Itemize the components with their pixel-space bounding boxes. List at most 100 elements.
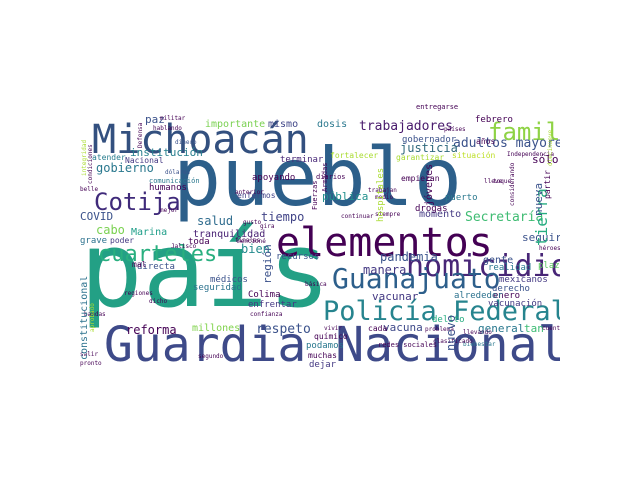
word: Defensa	[137, 122, 144, 148]
word: Armadas	[321, 162, 329, 192]
word: drogas	[415, 204, 448, 214]
word: sólo	[532, 153, 559, 166]
word: plaza	[538, 261, 560, 271]
word: pública	[322, 190, 369, 203]
word: finales	[235, 237, 261, 244]
word: podamos	[306, 341, 344, 351]
word: Marina	[131, 227, 168, 238]
word: momento	[419, 209, 462, 220]
word: tan	[524, 322, 544, 335]
word: pueblo	[173, 131, 462, 224]
word: mexicanos	[499, 275, 548, 285]
word: clasificado	[433, 338, 473, 345]
word: héroes	[539, 245, 560, 252]
word: dejar	[309, 360, 337, 370]
word-cloud: pueblo país Guardia Nacional Michoacán e…	[80, 96, 560, 384]
word: diecinueve	[547, 129, 554, 166]
word: derecho	[492, 284, 530, 294]
word: Nacional	[125, 156, 164, 165]
word: nuevo	[444, 314, 458, 351]
word: toque	[493, 178, 512, 185]
word: país	[80, 209, 331, 331]
word: pandemia	[380, 250, 438, 264]
word: jóvenes	[424, 163, 435, 206]
word: gente	[483, 255, 514, 266]
word: alrededor	[454, 291, 503, 301]
word: toda	[188, 237, 210, 247]
word: trabajadores	[359, 119, 453, 134]
word: región	[261, 244, 274, 284]
word: poder	[110, 236, 135, 245]
word: diarios	[316, 173, 346, 181]
word: aprobado	[89, 303, 96, 332]
word: seguir	[522, 231, 560, 244]
word: febrero	[475, 115, 513, 125]
word: condiciones	[87, 144, 94, 184]
word: médicos	[210, 275, 248, 285]
word: hospitales	[376, 167, 386, 222]
word: medio	[375, 194, 394, 201]
word: dinero	[175, 139, 197, 146]
word: muchas	[308, 351, 337, 360]
word: manera	[363, 263, 407, 277]
word: tranquilidad	[193, 229, 266, 240]
word: dicho	[149, 298, 168, 305]
word: vacunar	[372, 290, 419, 303]
word: bandas	[84, 311, 106, 318]
word: justicia	[400, 141, 458, 155]
word: pronto	[80, 360, 102, 367]
word: enfrentar	[248, 300, 297, 310]
word: belle	[80, 186, 99, 193]
word: entregarse	[416, 103, 459, 111]
word: situación	[452, 151, 496, 160]
word: homicidio	[406, 249, 560, 284]
word: confianza	[250, 311, 283, 318]
word: trabajan	[368, 187, 397, 194]
word: vacuna	[383, 321, 423, 334]
word: paz	[145, 113, 165, 126]
word: puerto	[445, 193, 478, 203]
word: tiempo	[261, 210, 305, 224]
word: gobernador	[402, 135, 457, 145]
word: Jalisco	[171, 243, 197, 250]
word: Secretaría	[465, 210, 544, 225]
word: Policía Federal	[323, 296, 560, 327]
word: gobierno	[96, 161, 154, 175]
word: adultos mayores	[453, 136, 560, 151]
word: millones	[192, 323, 241, 334]
word: cada	[368, 324, 388, 333]
word: Guanajuato	[332, 262, 501, 295]
word: atender	[92, 153, 126, 162]
word: dosis	[317, 119, 348, 130]
word: seguridad	[193, 283, 242, 293]
word: químico	[314, 332, 348, 341]
word: Guardia Nacional	[104, 317, 560, 373]
word: militar	[160, 115, 186, 122]
word: directa	[137, 262, 175, 272]
word: países	[444, 126, 466, 133]
word: redes sociales	[378, 341, 438, 349]
word: cuenta	[542, 325, 560, 332]
word: llevando	[463, 329, 492, 336]
word: mal	[132, 260, 147, 269]
word: bien	[241, 242, 270, 256]
word: segundo	[198, 353, 224, 360]
word: enero	[493, 291, 521, 301]
word: vivir	[324, 325, 343, 332]
word: básica	[305, 281, 327, 288]
word: años	[476, 137, 496, 146]
word: salud	[197, 214, 234, 228]
word: familia	[488, 118, 560, 146]
word: partir	[543, 170, 552, 199]
word: Fuerzas	[311, 180, 319, 210]
word: gusto	[243, 219, 262, 226]
word: respeto	[256, 322, 311, 337]
word: institución	[130, 146, 203, 159]
word: mencioné	[237, 238, 266, 245]
word: humanos	[149, 183, 187, 193]
word: empiezan	[401, 174, 440, 183]
word: dólares	[165, 169, 191, 176]
word: cuarteles	[98, 242, 218, 267]
word: Cotija	[94, 188, 181, 216]
word: general	[478, 322, 525, 335]
